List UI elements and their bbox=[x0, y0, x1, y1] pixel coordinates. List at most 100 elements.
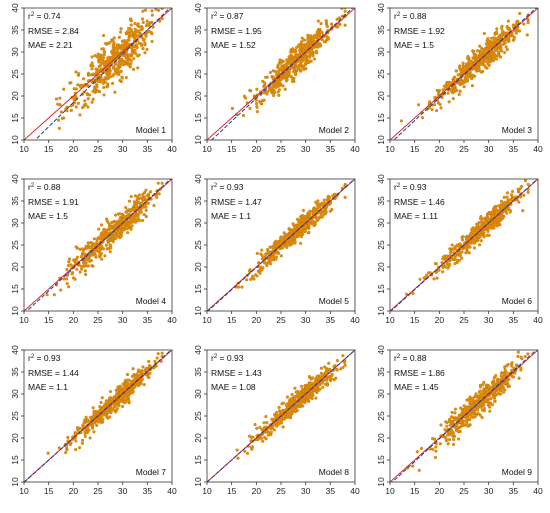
data-point bbox=[101, 81, 105, 85]
data-point bbox=[445, 424, 449, 428]
data-point bbox=[45, 293, 49, 297]
data-point bbox=[328, 201, 332, 206]
x-tick-label: 25 bbox=[93, 315, 103, 325]
y-tick-label: 15 bbox=[10, 113, 20, 123]
data-point bbox=[259, 265, 263, 269]
data-point bbox=[135, 200, 139, 204]
data-point bbox=[487, 63, 491, 67]
data-point bbox=[302, 67, 306, 71]
data-point bbox=[101, 47, 106, 51]
data-point bbox=[473, 53, 477, 57]
data-point bbox=[312, 224, 316, 228]
data-point bbox=[111, 55, 116, 59]
data-point bbox=[147, 359, 151, 364]
data-point bbox=[477, 221, 481, 225]
data-point bbox=[262, 98, 266, 102]
x-tick-label: 20 bbox=[252, 486, 262, 496]
data-point bbox=[316, 33, 321, 37]
data-point bbox=[270, 417, 274, 421]
data-point bbox=[274, 85, 278, 90]
data-point bbox=[299, 63, 303, 67]
data-point bbox=[296, 218, 301, 222]
data-point bbox=[112, 64, 116, 69]
data-point bbox=[132, 378, 136, 382]
data-point bbox=[109, 246, 113, 250]
data-point bbox=[143, 51, 147, 55]
data-point bbox=[484, 49, 488, 53]
data-point bbox=[277, 88, 282, 92]
data-point bbox=[101, 56, 106, 60]
data-point bbox=[102, 85, 106, 90]
data-point bbox=[57, 446, 61, 450]
data-point bbox=[125, 395, 129, 399]
data-point bbox=[523, 179, 528, 183]
x-tick-label: 10 bbox=[385, 486, 395, 496]
data-point bbox=[458, 251, 462, 255]
data-point bbox=[478, 235, 482, 239]
x-tick-label: 30 bbox=[301, 144, 311, 154]
data-point bbox=[465, 416, 470, 420]
data-point bbox=[284, 79, 289, 83]
data-point bbox=[133, 21, 137, 26]
data-point bbox=[145, 47, 149, 51]
data-point bbox=[84, 244, 88, 248]
mae-label: MAE = 1.1 bbox=[211, 211, 251, 221]
x-tick-label: 15 bbox=[410, 486, 420, 496]
data-point bbox=[111, 46, 115, 50]
data-point bbox=[471, 49, 475, 53]
mae-label: MAE = 2.21 bbox=[28, 40, 73, 50]
x-tick-label: 30 bbox=[484, 486, 494, 496]
data-point bbox=[332, 364, 336, 369]
data-point bbox=[96, 52, 100, 56]
data-point bbox=[303, 58, 307, 62]
data-point bbox=[446, 81, 450, 85]
data-point bbox=[465, 419, 469, 423]
y-tick-label: 30 bbox=[193, 389, 203, 399]
data-point bbox=[278, 80, 282, 84]
data-point bbox=[58, 103, 62, 107]
data-point bbox=[67, 260, 71, 264]
data-point bbox=[302, 389, 306, 393]
data-point bbox=[474, 395, 478, 399]
data-point bbox=[149, 190, 153, 194]
data-point bbox=[326, 36, 330, 40]
r-squared-label: r2 = 0.93 bbox=[394, 182, 427, 192]
data-point bbox=[60, 116, 64, 120]
data-point bbox=[98, 64, 102, 68]
data-point bbox=[517, 376, 521, 380]
data-point bbox=[307, 396, 311, 400]
data-point bbox=[500, 386, 504, 390]
data-point bbox=[140, 370, 144, 374]
y-tick-label: 40 bbox=[10, 345, 20, 355]
data-point bbox=[139, 209, 143, 213]
data-point bbox=[502, 195, 506, 199]
data-point bbox=[514, 363, 519, 367]
data-point bbox=[494, 204, 498, 209]
data-point bbox=[109, 397, 113, 401]
data-point bbox=[76, 83, 80, 87]
data-point bbox=[499, 371, 504, 375]
x-tick-label: 40 bbox=[167, 144, 177, 154]
data-point bbox=[80, 438, 85, 442]
data-point bbox=[478, 405, 482, 409]
x-tick-label: 35 bbox=[509, 486, 519, 496]
data-point bbox=[507, 384, 511, 388]
data-point bbox=[133, 384, 137, 389]
data-point bbox=[109, 410, 113, 415]
data-point bbox=[251, 275, 255, 280]
data-point bbox=[119, 218, 123, 222]
data-point bbox=[115, 389, 119, 393]
data-point bbox=[487, 39, 491, 43]
regression-fit-line bbox=[391, 350, 537, 482]
data-point bbox=[112, 231, 116, 235]
data-point bbox=[289, 397, 293, 401]
data-point bbox=[253, 422, 257, 427]
data-point bbox=[327, 361, 331, 365]
data-point bbox=[298, 402, 302, 406]
x-tick-label: 40 bbox=[533, 486, 543, 496]
data-point bbox=[111, 240, 115, 244]
data-point bbox=[499, 199, 504, 203]
data-point bbox=[115, 50, 119, 54]
